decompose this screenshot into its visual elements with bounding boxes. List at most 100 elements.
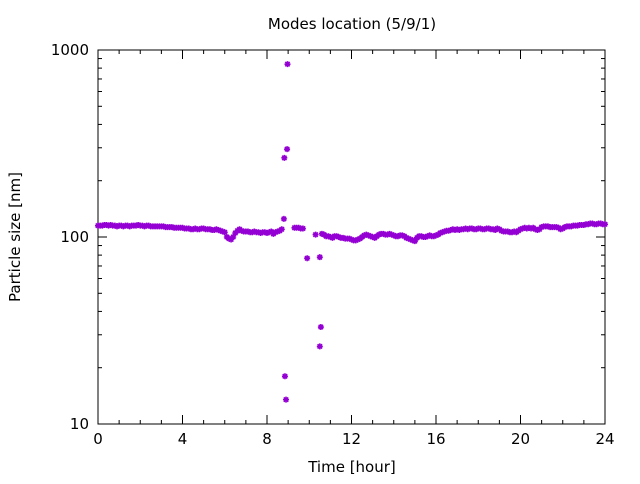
data-point-marker bbox=[281, 373, 288, 380]
data-point bbox=[602, 221, 608, 228]
y-axis-ticks: 10 100 1000 bbox=[51, 41, 605, 433]
data-point-marker bbox=[399, 232, 406, 239]
data-point-marker bbox=[333, 233, 340, 240]
data-point bbox=[424, 233, 431, 240]
data-point-marker bbox=[422, 234, 429, 240]
x-tick-label: 4 bbox=[178, 430, 188, 448]
data-point-marker bbox=[316, 254, 323, 261]
data-point bbox=[327, 234, 334, 240]
data-point bbox=[317, 324, 324, 331]
data-point bbox=[281, 373, 288, 380]
data-point bbox=[348, 236, 355, 243]
data-point bbox=[430, 233, 437, 240]
data-point bbox=[407, 236, 414, 243]
y-tick-label: 1000 bbox=[51, 41, 89, 59]
data-point bbox=[333, 233, 340, 240]
data-point bbox=[299, 225, 306, 232]
data-point bbox=[316, 254, 323, 261]
data-point bbox=[228, 236, 235, 243]
data-point-marker bbox=[403, 234, 410, 241]
x-tick-label: 16 bbox=[426, 430, 445, 448]
data-point bbox=[394, 233, 401, 240]
data-point-marker bbox=[312, 231, 319, 238]
data-point bbox=[225, 235, 232, 242]
data-point bbox=[268, 228, 275, 235]
data-point-marker bbox=[407, 236, 414, 243]
chart-title: Modes location (5/9/1) bbox=[268, 15, 436, 33]
data-point-marker bbox=[365, 232, 372, 239]
data-point bbox=[409, 237, 416, 244]
data-point bbox=[346, 235, 353, 242]
data-point-marker bbox=[327, 234, 334, 240]
data-point bbox=[312, 231, 319, 238]
data-point bbox=[422, 234, 429, 240]
data-point-marker bbox=[304, 255, 311, 262]
data-point bbox=[284, 146, 291, 153]
data-point-marker bbox=[221, 229, 228, 236]
y-tick-label: 100 bbox=[60, 228, 89, 246]
minor-ticks bbox=[98, 50, 605, 424]
data-point-marker bbox=[411, 238, 418, 245]
x-tick-label: 0 bbox=[93, 430, 103, 448]
data-point-marker bbox=[352, 237, 359, 244]
data-point bbox=[316, 343, 323, 350]
data-point bbox=[390, 232, 397, 239]
data-point-marker bbox=[426, 232, 433, 239]
data-point bbox=[283, 396, 290, 403]
x-tick-label: 20 bbox=[511, 430, 530, 448]
data-point-marker bbox=[335, 234, 342, 240]
data-point-marker bbox=[340, 234, 347, 241]
data-point bbox=[280, 215, 287, 222]
data-point-marker bbox=[284, 61, 291, 68]
data-point bbox=[411, 238, 418, 245]
data-point bbox=[418, 233, 425, 240]
data-point bbox=[365, 232, 372, 239]
data-point-marker bbox=[280, 215, 287, 222]
data-point bbox=[426, 232, 433, 239]
data-point bbox=[335, 234, 342, 240]
data-point-marker bbox=[230, 234, 237, 240]
data-point-marker bbox=[283, 396, 290, 403]
x-tick-label: 12 bbox=[342, 430, 361, 448]
data-point-marker bbox=[409, 237, 416, 244]
data-point-marker bbox=[232, 230, 239, 237]
data-point-marker bbox=[325, 233, 332, 240]
data-point-marker bbox=[346, 235, 353, 242]
data-point bbox=[403, 234, 410, 241]
data-point bbox=[284, 61, 291, 68]
data-point-marker bbox=[354, 236, 361, 243]
data-point-marker bbox=[394, 233, 401, 240]
data-point-marker bbox=[348, 236, 355, 243]
data-point-marker bbox=[424, 233, 431, 240]
x-axis-ticks: 0 4 8 12 16 20 24 bbox=[93, 50, 615, 448]
y-axis-label: Particle size [nm] bbox=[6, 172, 24, 302]
data-point-marker bbox=[390, 232, 397, 239]
data-point bbox=[340, 234, 347, 241]
data-point-marker bbox=[602, 221, 608, 228]
data-point bbox=[369, 234, 376, 240]
data-point-marker bbox=[317, 324, 324, 331]
data-point bbox=[281, 154, 288, 161]
data-point bbox=[325, 233, 332, 240]
data-point bbox=[367, 233, 374, 240]
data-point-marker bbox=[281, 154, 288, 161]
data-point bbox=[405, 235, 412, 242]
data-point bbox=[304, 255, 311, 262]
data-point-marker bbox=[299, 225, 306, 232]
data-points bbox=[95, 61, 608, 403]
data-point-marker bbox=[367, 233, 374, 240]
data-point-marker bbox=[228, 236, 235, 243]
data-point-marker bbox=[284, 146, 291, 153]
data-point-marker bbox=[405, 235, 412, 242]
y-tick-label: 10 bbox=[70, 415, 89, 433]
data-point bbox=[232, 230, 239, 237]
data-point bbox=[278, 226, 285, 233]
data-point-marker bbox=[268, 228, 275, 235]
data-point-marker bbox=[418, 233, 425, 240]
data-point bbox=[399, 232, 406, 239]
data-point bbox=[354, 236, 361, 243]
data-point bbox=[352, 237, 359, 244]
data-point-marker bbox=[316, 343, 323, 350]
data-point-marker bbox=[369, 234, 376, 240]
